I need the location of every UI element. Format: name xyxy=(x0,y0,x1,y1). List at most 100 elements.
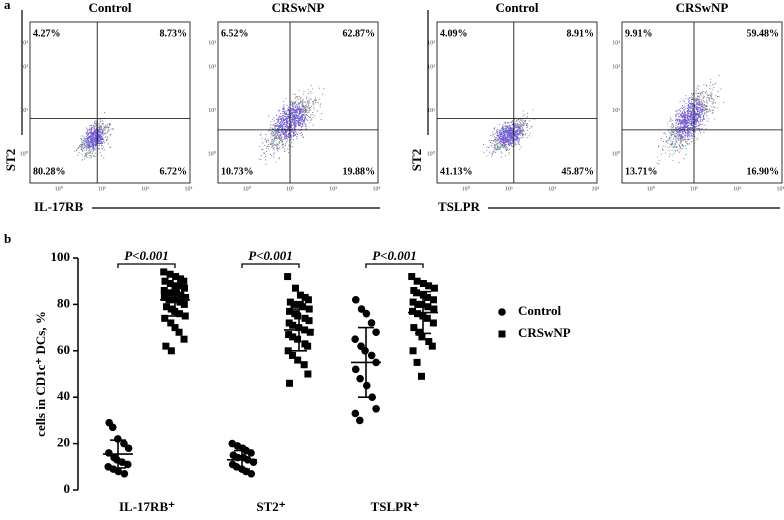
event xyxy=(689,97,691,99)
event xyxy=(82,148,84,150)
event xyxy=(515,133,517,135)
event xyxy=(283,108,285,110)
data-point xyxy=(362,309,371,318)
event xyxy=(684,114,686,116)
event xyxy=(81,135,83,137)
event xyxy=(95,144,97,146)
event xyxy=(293,128,295,130)
event xyxy=(505,141,507,143)
event xyxy=(89,125,91,127)
event xyxy=(483,144,485,146)
event xyxy=(286,112,288,114)
event xyxy=(294,105,296,107)
event xyxy=(512,137,514,139)
event xyxy=(520,124,522,126)
event xyxy=(696,119,698,121)
event xyxy=(698,102,700,104)
event xyxy=(522,133,524,135)
event xyxy=(298,102,300,104)
event xyxy=(706,101,708,103)
event xyxy=(283,104,285,106)
event xyxy=(706,108,708,110)
event xyxy=(279,136,281,138)
event xyxy=(274,136,276,138)
event xyxy=(675,110,677,112)
event xyxy=(301,115,303,117)
event xyxy=(669,132,671,134)
data-point xyxy=(289,333,297,341)
event xyxy=(694,119,696,121)
event xyxy=(95,122,97,124)
event xyxy=(90,143,92,145)
event xyxy=(95,139,97,141)
event xyxy=(274,137,276,139)
event xyxy=(95,130,97,132)
event xyxy=(496,142,498,144)
event xyxy=(294,109,296,111)
event xyxy=(512,132,514,134)
event xyxy=(521,128,523,130)
event xyxy=(292,106,294,108)
event xyxy=(706,111,708,113)
event xyxy=(506,136,508,138)
event xyxy=(76,148,78,150)
event xyxy=(508,152,510,154)
event xyxy=(302,104,304,106)
event xyxy=(295,107,297,109)
event xyxy=(696,95,698,97)
event xyxy=(298,120,300,122)
event xyxy=(283,120,285,122)
event xyxy=(287,130,289,132)
event xyxy=(679,119,681,121)
event xyxy=(677,149,679,151)
event xyxy=(681,137,683,139)
event xyxy=(259,134,261,136)
event xyxy=(293,135,295,137)
event xyxy=(317,110,319,112)
event xyxy=(281,136,283,138)
event xyxy=(278,126,280,128)
event xyxy=(306,109,308,111)
event xyxy=(518,141,520,143)
event xyxy=(501,128,503,130)
event xyxy=(687,138,689,140)
event xyxy=(517,123,519,125)
event xyxy=(678,118,680,120)
event xyxy=(505,129,507,131)
event xyxy=(522,124,524,126)
event xyxy=(319,103,321,105)
event xyxy=(302,124,304,126)
event xyxy=(687,129,689,131)
event xyxy=(296,108,298,110)
event xyxy=(671,144,673,146)
event xyxy=(696,139,698,141)
data-point xyxy=(161,314,169,322)
event xyxy=(294,116,296,118)
event xyxy=(101,132,103,134)
event xyxy=(87,135,89,137)
event xyxy=(276,133,278,135)
event xyxy=(519,131,521,133)
event xyxy=(504,136,506,138)
event xyxy=(517,142,519,144)
event xyxy=(291,126,293,128)
x-tick-label: 10¹ xyxy=(98,186,106,192)
event xyxy=(86,128,88,130)
event xyxy=(89,127,91,129)
event xyxy=(92,132,94,134)
event xyxy=(298,122,300,124)
event xyxy=(92,145,94,147)
event xyxy=(265,140,267,142)
data-point xyxy=(305,305,313,313)
event xyxy=(283,132,285,134)
event xyxy=(514,123,516,125)
event xyxy=(106,124,108,126)
event xyxy=(295,111,297,113)
quadrant-percent: 4.09% xyxy=(440,28,468,39)
event xyxy=(692,125,694,127)
event xyxy=(518,127,520,129)
event xyxy=(280,131,282,133)
event xyxy=(107,131,109,133)
data-point xyxy=(160,268,168,276)
event xyxy=(684,122,686,124)
